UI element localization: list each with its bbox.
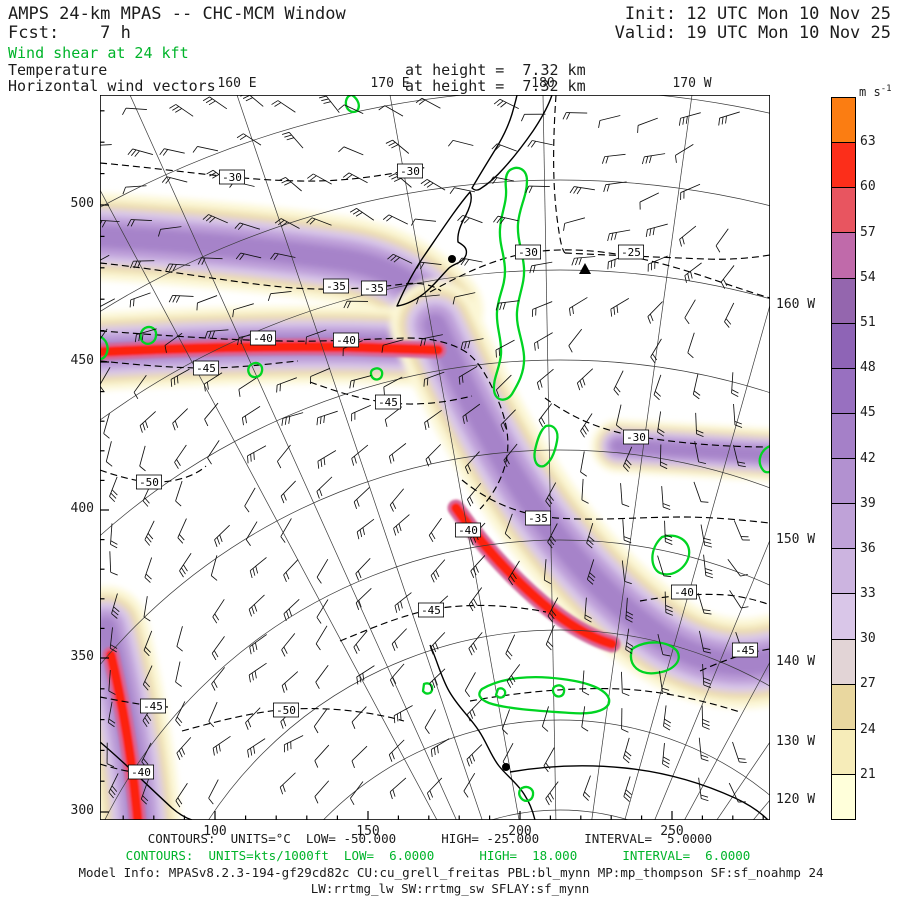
colorbar-cell <box>832 683 855 729</box>
init-time: Init: 12 UTC Mon 10 Nov 25 <box>624 4 891 24</box>
model-info-line2: LW:rrtmg_lw SW:rrtmg_sw SFLAY:sf_mynn <box>310 881 590 896</box>
valid-time: Valid: 19 UTC Mon 10 Nov 25 <box>614 23 891 43</box>
svg-text:-50: -50 <box>276 704 296 717</box>
field-temp-label: Temperature <box>8 61 108 79</box>
colorbar-cell <box>832 593 855 639</box>
colorbar-value-label: 54 <box>860 269 876 285</box>
svg-text:-40: -40 <box>458 524 478 537</box>
bottom-tick-label: 100 <box>203 824 227 839</box>
shear-contour-info: CONTOURS: UNITS=kts/1000ft LOW= 6.0000 H… <box>125 848 751 863</box>
colorbar-cell <box>832 548 855 594</box>
colorbar-cell <box>832 638 855 684</box>
right-lon-label: 140 W <box>776 654 816 669</box>
svg-text:-45: -45 <box>196 362 216 375</box>
colorbar-value-label: 24 <box>860 721 876 737</box>
colorbar-cell <box>832 728 855 774</box>
svg-text:-40: -40 <box>674 586 694 599</box>
colorbar-value-label: 45 <box>860 405 876 421</box>
colorbar-value-label: 39 <box>860 495 876 511</box>
right-lon-label: 120 W <box>776 792 816 807</box>
left-tick-label: 300 <box>70 803 94 818</box>
right-lon-label: 150 W <box>776 532 816 547</box>
colorbar-value-label: 60 <box>860 179 876 195</box>
colorbar-cell <box>832 142 855 188</box>
bottom-tick-label: 150 <box>356 824 380 839</box>
svg-text:-40: -40 <box>336 334 356 347</box>
left-tick-label: 350 <box>70 649 94 664</box>
svg-text:-45: -45 <box>378 396 398 409</box>
colorbar-cell <box>832 412 855 458</box>
temp-contour-info: CONTOURS: UNITS=°C LOW= -50.000 HIGH= -2… <box>147 831 713 846</box>
colorbar-cell <box>832 277 855 323</box>
left-tick-label: 400 <box>70 501 94 516</box>
bottom-tick-label: 250 <box>660 824 684 839</box>
colorbar-cell <box>832 503 855 549</box>
svg-text:-30: -30 <box>626 431 646 444</box>
colorbar-value-label: 36 <box>860 540 876 556</box>
top-lon-label: 160 E <box>217 76 257 91</box>
top-lon-label: 180 <box>531 76 555 91</box>
field-wind-height: at height = 7.32 km <box>405 77 586 95</box>
svg-text:-45: -45 <box>143 700 163 713</box>
colorbar-value-label: 27 <box>860 676 876 692</box>
left-tick-label: 500 <box>70 196 94 211</box>
colorbar <box>831 97 856 820</box>
colorbar-cell <box>832 322 855 368</box>
svg-text:-45: -45 <box>735 644 755 657</box>
colorbar-cell <box>832 458 855 504</box>
svg-text:-30: -30 <box>222 171 242 184</box>
colorbar-value-label: 51 <box>860 314 876 330</box>
svg-text:-40: -40 <box>131 766 151 779</box>
colorbar-value-label: 42 <box>860 450 876 466</box>
plot-title: AMPS 24-km MPAS -- CHC-MCM Window <box>8 4 346 24</box>
colorbar-cell <box>832 232 855 278</box>
colorbar-value-label: 21 <box>860 766 876 782</box>
field-shear-label: Wind shear at 24 kft <box>8 44 189 62</box>
colorbar-cell <box>832 98 855 143</box>
station-marker <box>448 255 456 263</box>
station-marker <box>502 763 510 771</box>
svg-text:-50: -50 <box>139 476 159 489</box>
colorbar-cell <box>832 187 855 233</box>
svg-text:-40: -40 <box>253 332 273 345</box>
svg-text:-35: -35 <box>364 282 384 295</box>
colorbar-value-label: 33 <box>860 586 876 602</box>
right-lon-label: 130 W <box>776 734 816 749</box>
colorbar-value-label: 63 <box>860 134 876 150</box>
colorbar-value-label: 57 <box>860 224 876 240</box>
svg-text:-45: -45 <box>421 604 441 617</box>
model-info-line1: Model Info: MPASv8.2.3-194-gf29cd82c CU:… <box>78 865 824 880</box>
top-lon-label: 170 W <box>672 76 712 91</box>
colorbar-value-label: 48 <box>860 360 876 376</box>
map-canvas: -30 -30 -30 -25 -35 -35 -40 -40 -45 -45 -30 -50 -40 -… <box>100 95 770 820</box>
right-lon-label: 160 W <box>776 297 816 312</box>
forecast-hour: Fcst: 7 h <box>8 23 131 43</box>
field-temp-height: at height = 7.32 km <box>405 61 586 79</box>
left-tick-label: 450 <box>70 353 94 368</box>
triangle-marker <box>579 263 591 274</box>
svg-text:-35: -35 <box>326 280 346 293</box>
colorbar-value-label: 30 <box>860 631 876 647</box>
top-lon-label: 170 E <box>370 76 410 91</box>
svg-text:-35: -35 <box>528 512 548 525</box>
svg-text:-30: -30 <box>400 165 420 178</box>
colorbar-cell <box>832 773 855 819</box>
colorbar-unit-label: m s-1 <box>859 84 892 99</box>
bottom-tick-label: 200 <box>508 824 532 839</box>
svg-text:-30: -30 <box>518 246 538 259</box>
svg-text:-25: -25 <box>621 246 641 259</box>
field-wind-label: Horizontal wind vectors <box>8 77 216 95</box>
colorbar-cell <box>832 367 855 413</box>
